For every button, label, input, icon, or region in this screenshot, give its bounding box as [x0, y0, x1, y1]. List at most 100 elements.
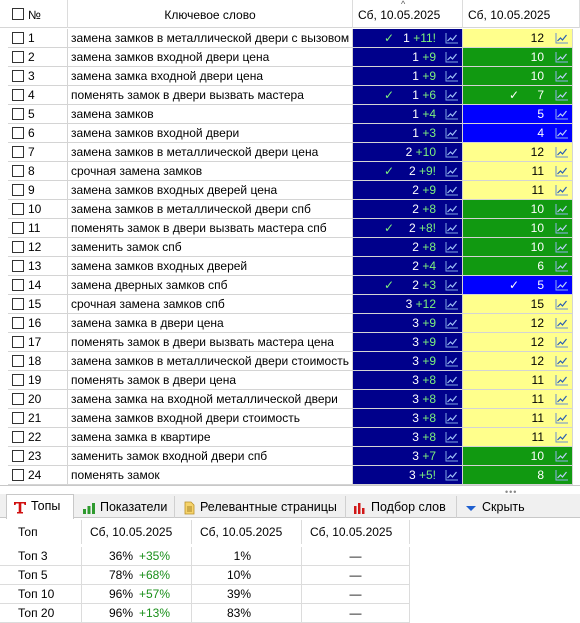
row-number-cell[interactable]: 10 — [8, 200, 68, 219]
row-checkbox[interactable] — [12, 317, 24, 329]
row-number-cell[interactable]: 1 — [8, 29, 68, 48]
row-number-cell[interactable]: 2 — [8, 48, 68, 67]
table-row[interactable]: 6 замена замков входной двери 1 +3 4 — [0, 124, 580, 143]
keyword-cell[interactable]: поменять замок в двери вызвать мастера с… — [68, 219, 353, 238]
position-cell-period1[interactable]: 2 +8 — [353, 238, 463, 257]
row-number-cell[interactable]: 23 — [8, 447, 68, 466]
row-checkbox[interactable] — [12, 146, 24, 158]
row-checkbox[interactable] — [12, 89, 24, 101]
trend-chart-icon[interactable] — [445, 146, 459, 158]
position-cell-period1[interactable]: 3 +9 — [353, 352, 463, 371]
splitter-grip[interactable]: ••• — [505, 487, 518, 497]
trend-chart-icon[interactable] — [555, 241, 569, 253]
position-cell-period1[interactable]: 3 +9 — [353, 314, 463, 333]
trend-chart-icon[interactable] — [445, 184, 459, 196]
row-number-cell[interactable]: 16 — [8, 314, 68, 333]
position-cell-period2[interactable]: 10 — [463, 219, 573, 238]
keyword-cell[interactable]: замена замка входной двери цена — [68, 67, 353, 86]
position-cell-period2[interactable]: 6 — [463, 257, 573, 276]
position-cell-period2[interactable]: 10 — [463, 200, 573, 219]
trend-chart-icon[interactable] — [445, 431, 459, 443]
keyword-cell[interactable]: заменить замок спб — [68, 238, 353, 257]
row-checkbox[interactable] — [12, 469, 24, 481]
trend-chart-icon[interactable] — [555, 165, 569, 177]
position-cell-period1[interactable]: 3 +12 — [353, 295, 463, 314]
keyword-cell[interactable]: замена замка в двери цена — [68, 314, 353, 333]
position-cell-period2[interactable]: 12 — [463, 143, 573, 162]
table-row[interactable]: 24 поменять замок 3 +5! 8 — [0, 466, 580, 485]
position-cell-period2[interactable]: ✓ 5 — [463, 276, 573, 295]
row-checkbox[interactable] — [12, 374, 24, 386]
position-cell-period2[interactable]: 12 — [463, 314, 573, 333]
row-number-cell[interactable]: 12 — [8, 238, 68, 257]
trend-chart-icon[interactable] — [555, 317, 569, 329]
trend-chart-icon[interactable] — [555, 336, 569, 348]
keyword-cell[interactable]: замена замков входной двери цена — [68, 48, 353, 67]
table-row[interactable]: 18 замена замков в металлической двери с… — [0, 352, 580, 371]
header-num[interactable]: № — [8, 0, 68, 28]
tab-relevant-pages[interactable]: Релевантные страницы — [176, 496, 346, 518]
trend-chart-icon[interactable] — [445, 469, 459, 481]
trend-chart-icon[interactable] — [555, 127, 569, 139]
trend-chart-icon[interactable] — [445, 89, 459, 101]
table-row[interactable]: 9 замена замков входных дверей цена 2 +9… — [0, 181, 580, 200]
position-cell-period2[interactable]: 10 — [463, 67, 573, 86]
header-keyword[interactable]: Ключевое слово — [68, 0, 353, 28]
position-cell-period2[interactable]: 11 — [463, 371, 573, 390]
position-cell-period1[interactable]: 2 +4 — [353, 257, 463, 276]
table-row[interactable]: 20 замена замка на входной металлической… — [0, 390, 580, 409]
position-cell-period1[interactable]: 3 +8 — [353, 409, 463, 428]
row-number-cell[interactable]: 5 — [8, 105, 68, 124]
row-checkbox[interactable] — [12, 222, 24, 234]
keyword-cell[interactable]: срочная замена замков — [68, 162, 353, 181]
position-cell-period1[interactable]: 3 +9 — [353, 333, 463, 352]
trend-chart-icon[interactable] — [555, 355, 569, 367]
trend-chart-icon[interactable] — [445, 298, 459, 310]
position-cell-period1[interactable]: 1 +4 — [353, 105, 463, 124]
trend-chart-icon[interactable] — [445, 450, 459, 462]
trend-chart-icon[interactable] — [555, 70, 569, 82]
trend-chart-icon[interactable] — [445, 355, 459, 367]
table-row[interactable]: 22 замена замка в квартире 3 +8 11 — [0, 428, 580, 447]
trend-chart-icon[interactable] — [555, 374, 569, 386]
trend-chart-icon[interactable] — [445, 374, 459, 386]
position-cell-period1[interactable]: ✓ 2 +3 — [353, 276, 463, 295]
row-number-cell[interactable]: 20 — [8, 390, 68, 409]
tops-row[interactable]: Топ 20 96% +13% 83% — — [0, 604, 410, 623]
tops-header-top[interactable]: Топ — [0, 520, 82, 544]
trend-chart-icon[interactable] — [555, 393, 569, 405]
position-cell-period1[interactable]: ✓ 1 +11! — [353, 29, 463, 48]
position-cell-period2[interactable]: 11 — [463, 181, 573, 200]
row-number-cell[interactable]: 7 — [8, 143, 68, 162]
position-cell-period2[interactable]: 12 — [463, 29, 573, 48]
tab-indicators[interactable]: Показатели — [76, 496, 175, 518]
trend-chart-icon[interactable] — [555, 89, 569, 101]
position-cell-period1[interactable]: ✓ 2 +8! — [353, 219, 463, 238]
trend-chart-icon[interactable] — [555, 108, 569, 120]
row-number-cell[interactable]: 3 — [8, 67, 68, 86]
position-cell-period2[interactable]: 11 — [463, 390, 573, 409]
row-checkbox[interactable] — [12, 279, 24, 291]
table-row[interactable]: 7 замена замков в металлической двери це… — [0, 143, 580, 162]
tops-row[interactable]: Топ 3 36% +35% 1% — — [0, 547, 410, 566]
row-number-cell[interactable]: 11 — [8, 219, 68, 238]
keyword-cell[interactable]: замена дверных замков спб — [68, 276, 353, 295]
row-number-cell[interactable]: 22 — [8, 428, 68, 447]
row-checkbox[interactable] — [12, 165, 24, 177]
table-row[interactable]: 14 замена дверных замков спб ✓ 2 +3 ✓ 5 — [0, 276, 580, 295]
keyword-cell[interactable]: замена замка на входной металлической дв… — [68, 390, 353, 409]
row-checkbox[interactable] — [12, 412, 24, 424]
tops-header-c[interactable]: Сб, 10.05.2025 — [302, 520, 410, 544]
header-period1[interactable]: ^ Сб, 10.05.2025 — [353, 0, 463, 28]
row-number-cell[interactable]: 24 — [8, 466, 68, 485]
position-cell-period1[interactable]: 3 +7 — [353, 447, 463, 466]
trend-chart-icon[interactable] — [555, 32, 569, 44]
row-number-cell[interactable]: 21 — [8, 409, 68, 428]
row-checkbox[interactable] — [12, 184, 24, 196]
trend-chart-icon[interactable] — [445, 203, 459, 215]
position-cell-period1[interactable]: 2 +9 — [353, 181, 463, 200]
trend-chart-icon[interactable] — [445, 393, 459, 405]
keyword-cell[interactable]: поменять замок в двери вызвать мастера ц… — [68, 333, 353, 352]
trend-chart-icon[interactable] — [445, 317, 459, 329]
position-cell-period2[interactable]: 5 — [463, 105, 573, 124]
